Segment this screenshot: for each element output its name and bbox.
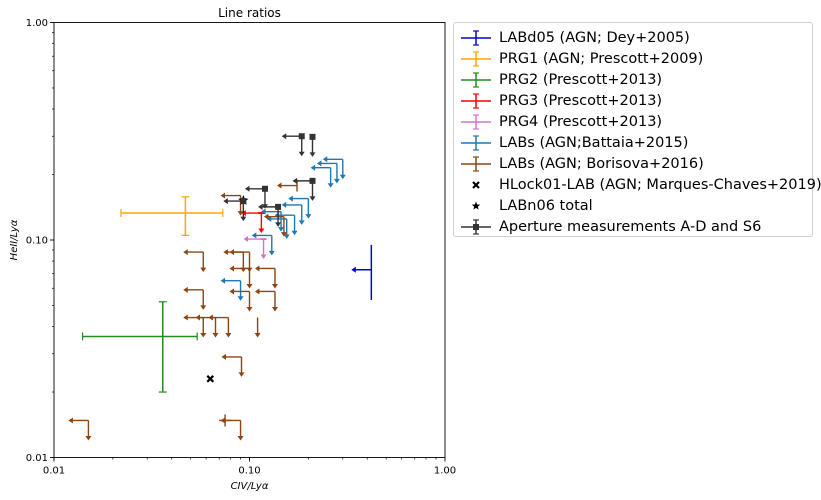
plot-frame (53, 22, 446, 458)
data-point (281, 133, 305, 157)
legend-marker (461, 50, 491, 67)
data-point (254, 288, 278, 312)
legend-item: LABs (AGN;Battaia+2015) (454, 132, 688, 153)
data-point (281, 201, 305, 225)
series-4 (243, 236, 267, 260)
series-3 (241, 210, 265, 234)
data-point (81, 301, 198, 393)
data-point (261, 208, 285, 232)
data-point (251, 232, 275, 256)
y-tick-label: 0.01 (26, 453, 48, 464)
legend-marker (472, 180, 480, 189)
data-point (183, 249, 207, 273)
legend-label: LABd05 (AGN; Dey+2005) (499, 29, 690, 46)
legend-label: LABs (AGN;Battaia+2015) (499, 134, 689, 151)
legend-label: LABs (AGN; Borisova+2016) (499, 155, 704, 172)
data-point (258, 203, 282, 227)
data-point (223, 198, 247, 222)
data-point (288, 195, 312, 219)
legend-item: LABs (AGN; Borisova+2016) (454, 153, 704, 174)
legend-label: PRG3 (Prescott+2013) (499, 92, 663, 109)
legend-label: HLock01-LAB (AGN; Marques-Chaves+2019) (499, 176, 821, 193)
x-tick-label: 0.10 (238, 466, 260, 477)
legend-marker (461, 134, 491, 151)
data-point (254, 265, 278, 289)
legend-item: LABn06 total (454, 195, 593, 216)
legend-label: PRG1 (AGN; Prescott+2009) (499, 50, 704, 67)
legend-item: PRG3 (Prescott+2013) (454, 90, 662, 111)
legend-item: HLock01-LAB (AGN; Marques-Chaves+2019) (454, 174, 821, 195)
legend-marker (461, 155, 491, 172)
legend-marker (461, 71, 491, 88)
data-point (243, 236, 267, 260)
data-point (241, 210, 265, 234)
series-5 (220, 156, 346, 301)
data-point (229, 265, 253, 289)
x-axis-label: CIV/Lyα (231, 481, 269, 492)
data-point (220, 417, 244, 441)
legend-label: PRG2 (Prescott+2013) (499, 71, 663, 88)
legend-item: LABd05 (AGN; Dey+2005) (454, 27, 690, 48)
data-point (229, 288, 253, 312)
legend: LABd05 (AGN; Dey+2005) PRG1 (AGN; Prescot… (453, 22, 821, 237)
legend-label: LABn06 total (499, 197, 593, 214)
plot-marks (68, 133, 373, 441)
legend-item: PRG2 (Prescott+2013) (454, 69, 662, 90)
data-point (206, 375, 215, 383)
data-point (292, 177, 316, 201)
data-point (220, 277, 244, 301)
data-point (322, 156, 346, 180)
data-point (244, 185, 268, 209)
data-point (309, 133, 316, 157)
legend-label: PRG4 (Prescott+2013) (499, 113, 663, 130)
x-tick-label: 1.00 (434, 466, 456, 477)
data-point (68, 417, 92, 441)
data-point (263, 213, 287, 237)
data-point (120, 196, 224, 236)
legend-marker (461, 92, 491, 109)
series-7 (206, 375, 215, 383)
series-2 (81, 301, 198, 393)
x-tick-label: 0.01 (43, 466, 65, 477)
data-point (221, 353, 245, 377)
chart-title: Line ratios (218, 6, 281, 20)
data-point (183, 286, 207, 310)
data-point (351, 244, 373, 300)
legend-marker (461, 218, 491, 235)
data-point (220, 192, 244, 216)
legend-marker (461, 29, 491, 46)
legend-label: Aperture measurements A-D and S6 (499, 218, 762, 235)
y-axis-label: HeII/Lyα (9, 219, 20, 260)
series-6 (68, 179, 298, 441)
legend-marker (461, 113, 491, 130)
series-9 (223, 133, 316, 227)
series-0 (351, 244, 373, 300)
y-tick-label: 0.10 (26, 236, 48, 247)
legend-item: Aperture measurements A-D and S6 (454, 216, 761, 237)
axis-ticks: 0.01 0.01 0.10 0.10 1.00 1.00 (26, 18, 456, 477)
y-tick-label: 1.00 (26, 18, 48, 29)
legend-item: PRG1 (AGN; Prescott+2009) (454, 48, 703, 69)
data-point (316, 160, 340, 184)
data-point (254, 317, 261, 338)
data-point (183, 314, 207, 338)
legend-marker (471, 201, 481, 210)
series-1 (120, 196, 224, 236)
data-point (310, 164, 334, 188)
legend-item: PRG4 (Prescott+2013) (454, 111, 662, 132)
data-point (208, 314, 232, 338)
